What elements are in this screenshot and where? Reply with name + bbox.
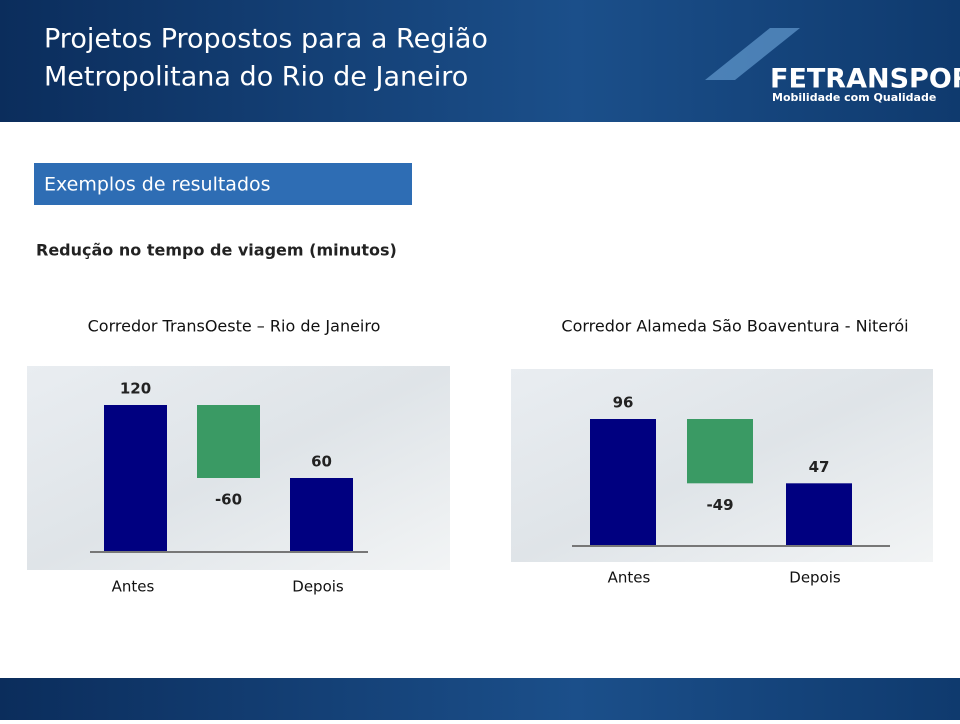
title: Projetos Propostos para a Região — [44, 24, 488, 55]
value-label: 60 — [311, 453, 332, 471]
x-tick-label: Depois — [292, 578, 344, 596]
title: Metropolitana do Rio de Janeiro — [44, 62, 468, 93]
delta-bar — [687, 419, 753, 484]
x-tick-label: Antes — [112, 578, 155, 596]
header-band — [0, 0, 960, 122]
footer-band — [0, 678, 960, 720]
subtitle: Redução no tempo de viagem (minutos) — [36, 241, 397, 260]
tagline: Mobilidade com Qualidade — [772, 91, 936, 104]
value-label: 96 — [613, 394, 634, 412]
chart-title: Corredor Alameda São Boaventura - Niteró… — [561, 317, 908, 336]
value-label: 120 — [120, 380, 151, 398]
value-label: -49 — [706, 496, 733, 514]
value-label: -60 — [215, 491, 242, 509]
logo: FETRANSPOR — [770, 64, 960, 95]
chart-title: Corredor TransOeste – Rio de Janeiro — [88, 317, 381, 336]
delta-bar — [197, 405, 260, 478]
bar — [104, 405, 167, 551]
x-tick-label: Antes — [608, 569, 651, 587]
section-box — [34, 163, 412, 205]
section-title: Exemplos de resultados — [44, 174, 271, 196]
bar — [786, 483, 852, 545]
bar — [290, 478, 353, 551]
value-label: 47 — [809, 458, 830, 476]
bar — [590, 419, 656, 545]
x-tick-label: Depois — [789, 569, 841, 587]
logo-mark — [705, 28, 800, 80]
